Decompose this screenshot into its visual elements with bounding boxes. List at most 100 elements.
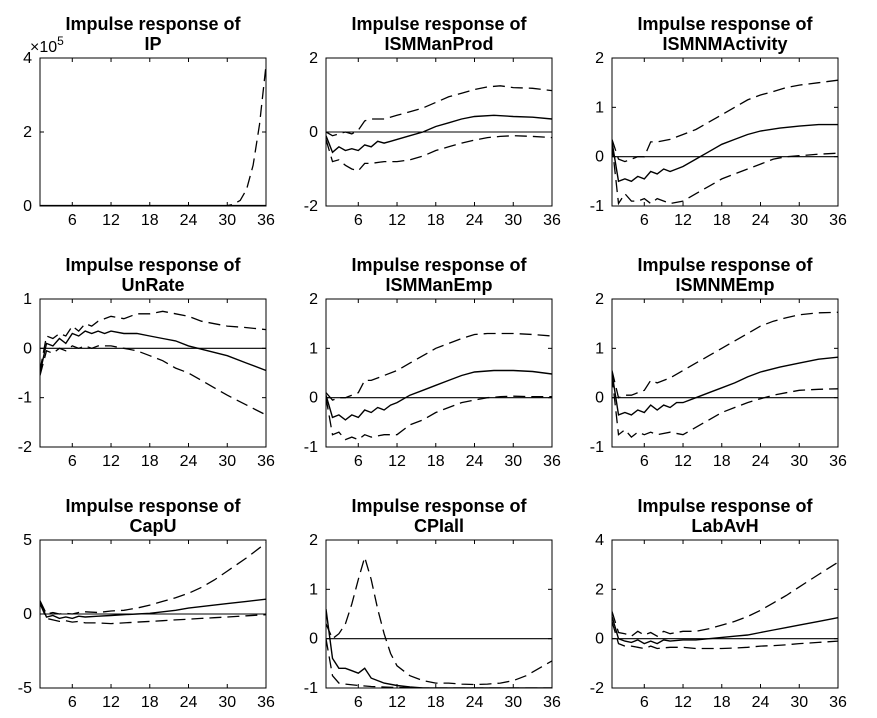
upper-band-line [326,332,552,401]
panel-title-line2: LabAvH [691,516,758,536]
irf-line [40,330,266,374]
exponent-label: ×105 [30,34,64,56]
y-tick-label: -2 [304,198,318,215]
panel-title-line1: Impulse response of [351,255,527,275]
y-tick-label: 1 [309,340,318,357]
y-tick-label: -5 [18,680,32,697]
x-tick-label: 12 [388,212,406,229]
panel-title-line1: Impulse response of [637,255,813,275]
x-tick-label: 12 [674,453,692,470]
x-tick-label: 24 [180,453,198,470]
irf-line [612,356,838,416]
upper-band-line [612,561,838,637]
upper-band-line [326,554,552,686]
x-tick-label: 36 [829,453,847,470]
panel-title-line2: ISMManProd [384,34,493,54]
x-tick-label: 12 [102,694,120,711]
upper-band-line [40,542,266,615]
y-tick-label: -1 [590,439,604,456]
lower-band-line [612,375,838,438]
x-tick-label: 36 [829,694,847,711]
axes-frame [39,298,267,448]
irf-line [612,123,838,183]
y-tick-label: 1 [595,340,604,357]
lower-band-line [612,144,838,206]
panel-title-line2: CPIall [414,516,464,536]
y-tick-label: 0 [309,390,318,407]
panel-title-line1: Impulse response of [351,496,527,516]
lower-band-line [40,603,266,625]
y-tick-label: 0 [595,149,604,166]
upper-band-line [40,65,266,206]
x-tick-label: 18 [713,694,731,711]
x-tick-label: 24 [466,212,484,229]
y-tick-label: -1 [304,439,318,456]
x-tick-label: 6 [68,453,77,470]
y-tick-label: 4 [23,50,32,67]
x-tick-label: 18 [427,694,445,711]
lower-band-line [326,135,552,172]
irf-line [326,114,552,154]
panel-title-line1: Impulse response of [65,14,241,34]
upper-band-line [612,311,838,399]
irf-line [612,616,838,645]
axes-frame [325,539,553,689]
x-tick-label: 6 [640,212,649,229]
x-tick-label: 36 [257,694,275,711]
x-tick-label: 30 [218,212,236,229]
panel-title-line1: Impulse response of [65,496,241,516]
x-tick-label: 6 [354,694,363,711]
upper-band-line [612,79,838,163]
x-tick-label: 30 [218,453,236,470]
axes-frame [325,298,553,448]
panel-title-line2: IP [144,34,161,54]
y-tick-label: 5 [23,532,32,549]
lower-band-line [612,621,838,650]
y-tick-label: 1 [23,291,32,308]
panel-title-line1: Impulse response of [637,496,813,516]
panel-title-line2: UnRate [121,275,184,295]
axes-frame [611,57,839,207]
panel-title-line2: ISMNMEmp [676,275,775,295]
x-tick-label: 18 [141,694,159,711]
x-tick-label: 6 [68,212,77,229]
y-tick-label: 2 [595,581,604,598]
y-tick-label: 2 [309,50,318,67]
x-tick-label: 6 [68,694,77,711]
panel-title-line2: ISMManEmp [385,275,492,295]
x-tick-label: 30 [790,453,808,470]
x-tick-label: 36 [543,694,561,711]
panel-title-line1: Impulse response of [637,14,813,34]
x-tick-label: 12 [102,453,120,470]
x-tick-label: 12 [674,694,692,711]
irf-line [40,598,266,620]
x-tick-label: 24 [466,453,484,470]
x-tick-label: 30 [790,694,808,711]
x-tick-label: 12 [102,212,120,229]
x-tick-label: 36 [543,212,561,229]
lower-band-line [40,345,266,416]
y-tick-label: 2 [595,291,604,308]
x-tick-label: 6 [354,453,363,470]
x-tick-label: 18 [427,453,445,470]
x-tick-label: 24 [752,694,770,711]
x-tick-label: 12 [674,212,692,229]
y-tick-label: -1 [590,198,604,215]
y-tick-label: -1 [18,390,32,407]
x-tick-label: 6 [640,694,649,711]
y-tick-label: 1 [595,99,604,116]
x-tick-label: 36 [543,453,561,470]
axes-frame [39,57,267,207]
x-tick-label: 12 [388,453,406,470]
y-tick-label: 0 [309,631,318,648]
axes-frame [611,539,839,689]
x-tick-label: 18 [141,453,159,470]
irf-line [326,609,552,688]
x-tick-label: 30 [218,694,236,711]
x-tick-label: 6 [354,212,363,229]
y-tick-label: 1 [309,581,318,598]
x-tick-label: 12 [388,694,406,711]
